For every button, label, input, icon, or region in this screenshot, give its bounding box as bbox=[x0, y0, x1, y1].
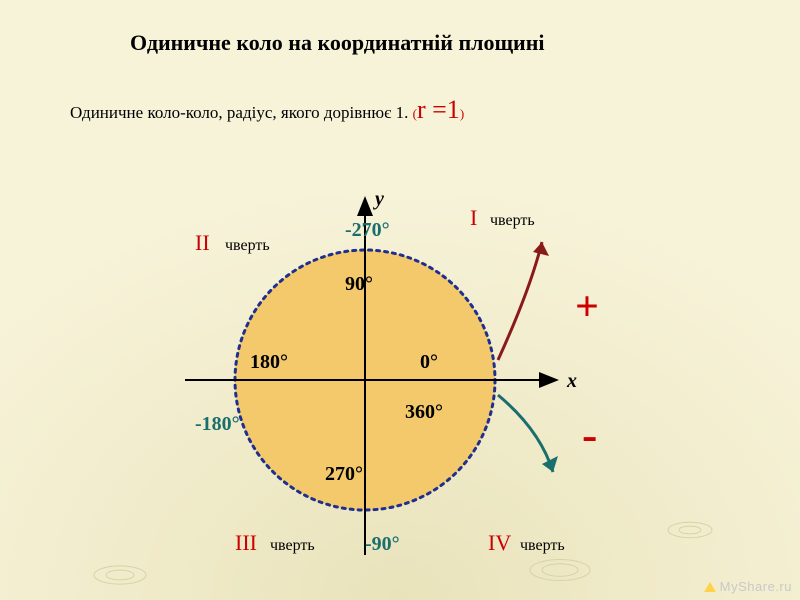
slide-subtitle: Одиничне коло-коло, радіус, якого дорівн… bbox=[70, 95, 464, 125]
angle-label: -180° bbox=[195, 413, 240, 435]
quadrant-roman: ІІ bbox=[195, 230, 210, 255]
plus-sign: + bbox=[575, 284, 599, 330]
quadrant-roman: І bbox=[470, 205, 477, 230]
background-ripples bbox=[94, 522, 712, 584]
minus-sign: - bbox=[582, 409, 597, 460]
subtitle-prefix: Одиничне коло-коло, радіус, якого дорівн… bbox=[70, 103, 413, 122]
cw-arrow bbox=[498, 395, 553, 472]
quadrant-word: чверть bbox=[520, 537, 565, 554]
watermark-icon bbox=[704, 582, 716, 592]
cw-arrow-head bbox=[542, 456, 558, 472]
quadrant-roman: IV bbox=[488, 530, 511, 555]
quadrant-word: чверть bbox=[270, 537, 315, 554]
angle-label: 360° bbox=[405, 401, 443, 423]
slide-root: Одиничне коло на координатній площині Од… bbox=[0, 0, 800, 600]
watermark: МуShare.ru bbox=[704, 579, 792, 594]
angle-label: -270° bbox=[345, 219, 390, 241]
y-axis-label: y bbox=[373, 188, 384, 210]
angle-label: 0° bbox=[420, 351, 438, 373]
angle-label: 180° bbox=[250, 351, 288, 373]
ccw-arrow-head bbox=[533, 242, 549, 256]
subtitle-paren-close: ) bbox=[460, 106, 464, 121]
unit-circle-diagram: x y 90° -270° 0° 360° 180° -180° 270° -90° Ічве… bbox=[0, 170, 800, 600]
angle-label: 270° bbox=[325, 463, 363, 485]
quadrant-word: чверть bbox=[490, 212, 535, 229]
quadrant-word: чверть bbox=[225, 237, 270, 254]
quadrant-roman: ІІІ bbox=[235, 530, 257, 555]
slide-title: Одиничне коло на координатній площині bbox=[130, 30, 545, 56]
x-axis-label: x bbox=[566, 370, 577, 392]
watermark-text: МуShare.ru bbox=[720, 579, 792, 594]
ccw-arrow bbox=[498, 242, 542, 360]
angle-label: -90° bbox=[365, 533, 400, 555]
subtitle-formula: r =1 bbox=[417, 95, 460, 124]
direction-indicators: + - bbox=[498, 242, 599, 472]
angle-label: 90° bbox=[345, 273, 373, 295]
